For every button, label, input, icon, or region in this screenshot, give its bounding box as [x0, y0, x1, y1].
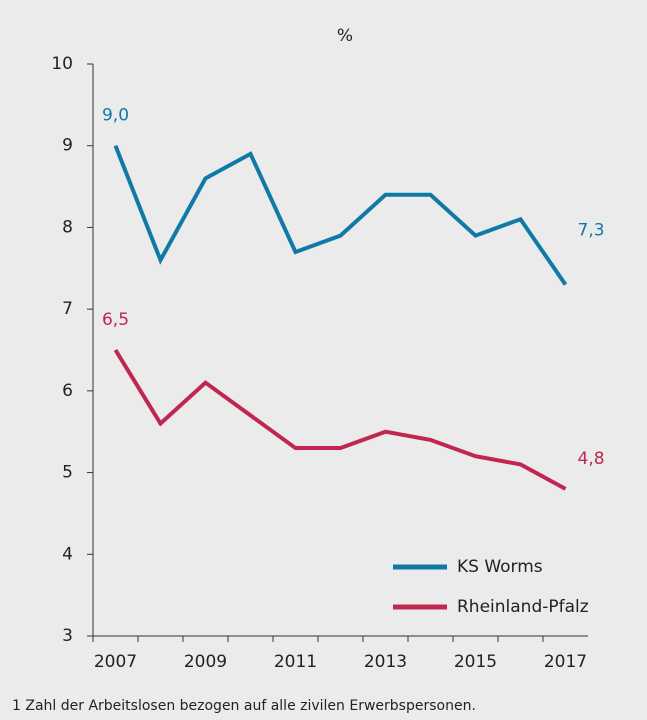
- y-tick-label: 8: [62, 217, 73, 237]
- data-label: 9,0: [102, 106, 129, 126]
- y-tick-label: 6: [62, 381, 73, 401]
- x-tick-label: 2011: [274, 652, 317, 672]
- legend-label: Rheinland-Pfalz: [457, 597, 589, 617]
- y-tick-label: 7: [62, 299, 73, 319]
- data-label: 6,5: [102, 310, 129, 330]
- data-label: 7,3: [578, 221, 605, 241]
- y-tick-label: 10: [51, 54, 73, 74]
- footnote: 1 Zahl der Arbeitslosen bezogen auf alle…: [12, 698, 476, 714]
- data-label: 4,8: [578, 449, 605, 469]
- y-tick-label: 5: [62, 463, 73, 483]
- x-tick-label: 2015: [454, 652, 497, 672]
- series-line: [113, 348, 567, 491]
- y-axis-label: %: [337, 26, 353, 46]
- x-tick-label: 2009: [184, 652, 227, 672]
- series-line: [113, 144, 568, 286]
- x-tick-label: 2017: [544, 652, 587, 672]
- legend-label: KS Worms: [457, 557, 543, 577]
- y-tick-label: 9: [62, 136, 73, 156]
- y-tick-label: 4: [62, 544, 73, 564]
- x-tick-label: 2007: [94, 652, 137, 672]
- x-tick-label: 2013: [364, 652, 407, 672]
- y-tick-label: 3: [62, 626, 73, 646]
